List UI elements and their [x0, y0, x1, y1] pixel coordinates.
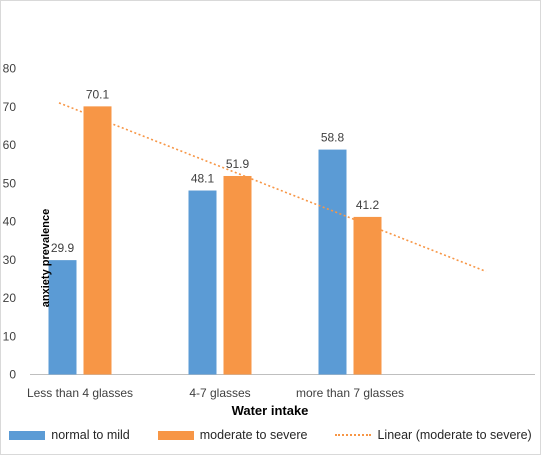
bar-moderate-to-severe	[83, 106, 112, 375]
x-tick-label: 4-7 glasses	[189, 386, 250, 400]
legend-item-linear-trend: Linear (moderate to severe)	[335, 428, 532, 442]
legend-item-moderate-to-severe: moderate to severe	[157, 428, 308, 442]
data-label: 58.8	[321, 131, 345, 145]
y-tick-label: 30	[3, 253, 17, 267]
chart-legend: normal to mild moderate to severe Linear…	[0, 425, 541, 445]
bar-moderate-to-severe	[353, 216, 382, 375]
legend-label-moderate-to-severe: moderate to severe	[199, 428, 308, 442]
data-label: 51.9	[226, 157, 250, 171]
legend-swatch-normal-to-mild	[9, 430, 46, 440]
legend-item-normal-to-mild: normal to mild	[9, 428, 130, 442]
linear-trendline	[58, 102, 487, 273]
y-tick-label: 0	[9, 368, 16, 382]
bar-moderate-to-severe	[223, 175, 252, 375]
bar-normal-to-mild	[188, 190, 217, 375]
bar-normal-to-mild	[318, 149, 347, 375]
y-tick-label: 50	[3, 176, 17, 190]
data-label: 41.2	[356, 198, 380, 212]
legend-swatch-moderate-to-severe	[157, 430, 194, 440]
y-tick-label: 80	[3, 62, 17, 76]
y-tick-label: 10	[3, 329, 17, 343]
x-tick-label: Less than 4 glasses	[27, 386, 133, 400]
y-tick-label: 20	[3, 291, 17, 305]
legend-swatch-linear-trend	[335, 434, 372, 436]
data-label: 70.1	[86, 87, 110, 101]
legend-label-normal-to-mild: normal to mild	[51, 428, 130, 442]
y-tick-label: 40	[3, 215, 17, 229]
y-axis-title: anxiety prevalence	[40, 209, 52, 307]
y-tick-label: 70	[3, 100, 17, 114]
x-axis-title: Water intake	[232, 403, 309, 418]
data-label: 29.9	[51, 241, 75, 255]
data-label: 48.1	[191, 172, 215, 186]
y-tick-label: 60	[3, 138, 17, 152]
x-tick-label: more than 7 glasses	[296, 386, 404, 400]
legend-label-linear-trend: Linear (moderate to severe)	[377, 428, 532, 442]
bar-normal-to-mild	[48, 260, 77, 375]
